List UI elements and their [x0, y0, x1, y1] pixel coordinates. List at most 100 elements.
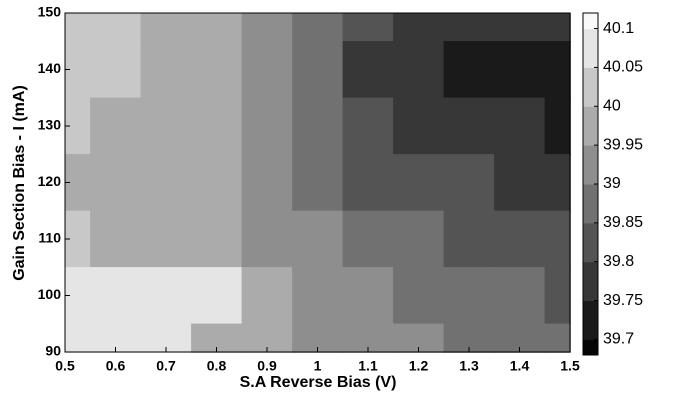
contour-cell	[393, 41, 445, 99]
contour-cell	[342, 12, 394, 43]
contour-cell	[241, 154, 293, 212]
colorbar-tick-label: 39.7	[603, 331, 634, 348]
colorbar-band	[583, 261, 598, 302]
contour-cell	[292, 154, 344, 212]
contour-cell	[90, 267, 142, 325]
x-tick-label: 1.1	[358, 358, 378, 374]
contour-cell	[393, 12, 445, 43]
contour-cell	[443, 210, 495, 268]
contour-cell	[292, 41, 344, 99]
x-tick-label: 0.8	[207, 358, 227, 374]
contour-cell	[90, 210, 142, 268]
colorbar-tick-label: 39.85	[603, 214, 643, 231]
contour-cell	[443, 97, 495, 155]
contour-cell	[140, 12, 192, 43]
contour-cell	[494, 97, 546, 155]
contour-cell	[292, 267, 344, 325]
contour-cell	[443, 267, 495, 325]
contour-cell	[140, 154, 192, 212]
colorbar-band	[583, 145, 598, 185]
x-tick-label: 1.5	[560, 358, 580, 374]
contour-cell	[90, 41, 142, 99]
contour-cell	[64, 12, 92, 43]
y-tick-label: 140	[38, 60, 62, 76]
contour-cell	[191, 12, 243, 43]
y-tick-label: 150	[38, 4, 62, 20]
x-tick-label: 1.4	[510, 358, 530, 374]
contour-cell	[494, 41, 546, 99]
contour-cell	[90, 12, 142, 43]
contour-cell	[443, 41, 495, 99]
x-tick-label: 1	[314, 358, 322, 374]
contour-cell	[241, 97, 293, 155]
contour-cell	[443, 12, 495, 43]
contour-cell	[494, 154, 546, 212]
contour-cell	[191, 41, 243, 99]
contour-cell	[191, 210, 243, 268]
contour-cell	[241, 12, 293, 43]
y-tick-label: 130	[38, 117, 62, 133]
contour-cell	[64, 323, 92, 353]
contour-cell	[140, 41, 192, 99]
x-tick-label: 1.3	[459, 358, 479, 374]
x-tick-label: 0.6	[106, 358, 126, 374]
colorbar-band	[583, 67, 598, 107]
colorbar-tick-label: 40.05	[603, 59, 643, 76]
contour-cell	[90, 154, 142, 212]
contour-cell	[191, 267, 243, 325]
contour-cell	[393, 97, 445, 155]
contour-cell	[544, 12, 571, 43]
contour-cell	[544, 97, 571, 155]
contour-cell	[393, 267, 445, 325]
x-tick-label: 0.7	[156, 358, 176, 374]
contour-cell	[241, 267, 293, 325]
contour-cell	[292, 210, 344, 268]
x-tick-label: 1.2	[409, 358, 429, 374]
contour-cell	[140, 323, 192, 353]
colorbar-tick-label: 39.95	[603, 136, 643, 153]
contour-cell	[494, 12, 546, 43]
contour-cell	[544, 41, 571, 99]
contour-cell	[140, 210, 192, 268]
contour-cell	[393, 210, 445, 268]
colorbar-tick-label: 40.1	[603, 20, 634, 37]
y-tick-label: 120	[38, 173, 62, 189]
colorbar-tick-label: 39.8	[603, 253, 634, 270]
y-tick-label: 110	[38, 230, 61, 246]
contour-cell	[191, 97, 243, 155]
contour-cell	[544, 323, 571, 353]
contour-cell	[544, 267, 571, 325]
colorbar-band	[583, 184, 598, 224]
colorbar-band	[583, 339, 598, 356]
contour-cell	[241, 210, 293, 268]
contour-cell	[544, 154, 571, 212]
contour-cell	[494, 210, 546, 268]
contour-cell	[191, 154, 243, 212]
x-axis-label: S.A Reverse Bias (V)	[240, 374, 397, 391]
colorbar-band	[583, 13, 598, 30]
y-tick-label: 90	[45, 343, 61, 359]
x-tick-label: 0.9	[257, 358, 277, 374]
contour-cell	[443, 154, 495, 212]
contour-cell	[342, 210, 394, 268]
contour-cell	[342, 41, 394, 99]
contour-cell	[241, 41, 293, 99]
colorbar-band	[583, 222, 598, 263]
contour-cell	[140, 267, 192, 325]
colorbar-tick-label: 40	[603, 97, 621, 114]
contour-cell	[292, 97, 344, 155]
colorbar-tick-label: 39.75	[603, 292, 643, 309]
contour-cell	[342, 97, 394, 155]
contour-cell	[140, 97, 192, 155]
colorbar-tick-label: 39	[603, 175, 621, 192]
colorbar-band	[583, 106, 598, 146]
contour-cell	[342, 267, 394, 325]
y-axis-label: Gain Section Bias - I (mA)	[11, 85, 28, 281]
contour-cell	[544, 210, 571, 268]
colorbar-band	[583, 28, 598, 68]
x-tick-label: 0.5	[55, 358, 75, 374]
contour-cell	[90, 97, 142, 155]
colorbar-band	[583, 300, 598, 340]
contour-cell	[292, 12, 344, 43]
